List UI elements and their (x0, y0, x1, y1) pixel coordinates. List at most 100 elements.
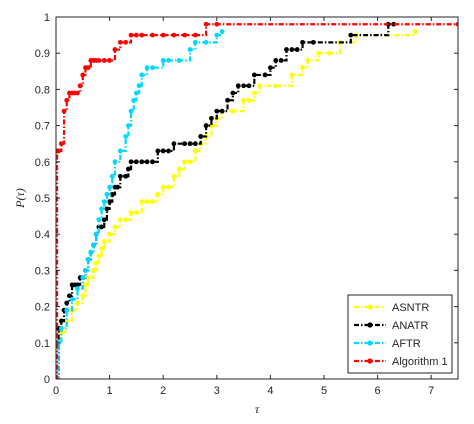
y-tick-label: 0.4 (35, 229, 50, 241)
data-point-asntr (326, 50, 332, 56)
data-point-anatr (241, 83, 247, 89)
data-point-aftr (187, 47, 193, 52)
data-point-algorithm-1 (192, 32, 198, 38)
y-tick-label: 0.3 (35, 265, 50, 277)
data-point-anatr (391, 21, 397, 27)
data-point-anatr (209, 115, 214, 121)
data-point-anatr (203, 123, 209, 128)
data-point-algorithm-1 (61, 108, 67, 114)
data-point-asntr (96, 253, 102, 259)
legend-item-anatr: ANATR (354, 320, 429, 332)
data-point-anatr (67, 293, 72, 299)
data-point-aftr (131, 97, 137, 103)
data-point-anatr (198, 134, 204, 139)
y-axis-label: P(τ) (13, 188, 27, 209)
data-point-anatr (230, 90, 236, 96)
data-point-anatr (246, 83, 252, 89)
data-point-aftr (136, 83, 142, 89)
data-point-asntr (58, 329, 64, 335)
data-point-algorithm-1 (75, 90, 80, 96)
data-point-asntr (209, 123, 214, 128)
data-point-anatr (75, 282, 80, 288)
data-point-anatr (117, 173, 123, 179)
x-tick-label: 2 (160, 385, 166, 397)
legend-label-algorithm-1: Algorithm 1 (392, 356, 448, 368)
data-point-algorithm-1 (64, 97, 70, 103)
data-point-anatr (294, 47, 300, 52)
data-point-algorithm-1 (182, 32, 188, 38)
data-point-anatr (348, 32, 354, 38)
data-point-asntr (64, 318, 70, 324)
data-point-asntr (123, 217, 129, 223)
data-point-aftr (219, 29, 225, 34)
data-point-algorithm-1 (96, 58, 102, 63)
data-point-anatr (171, 141, 177, 147)
data-point-aftr (101, 199, 107, 205)
data-point-asntr (139, 199, 145, 205)
y-tick-label: 0 (44, 374, 50, 386)
data-point-asntr (160, 184, 166, 190)
data-point-anatr (134, 159, 139, 165)
data-point-anatr (187, 141, 193, 147)
data-point-asntr (300, 65, 305, 71)
data-point-aftr (117, 148, 123, 154)
data-point-anatr (128, 159, 134, 165)
data-point-algorithm-1 (160, 32, 166, 38)
data-point-anatr (104, 206, 110, 212)
data-point-aftr (104, 191, 110, 197)
data-point-aftr (125, 123, 131, 128)
data-point-anatr (144, 159, 150, 165)
data-point-asntr (91, 268, 96, 273)
data-point-algorithm-1 (107, 58, 112, 63)
data-point-algorithm-1 (128, 32, 134, 38)
data-point-algorithm-1 (56, 148, 62, 154)
data-point-algorithm-1 (123, 39, 129, 45)
x-tick-label: 5 (321, 385, 327, 397)
data-point-anatr (251, 72, 257, 78)
legend-marker-asntr (367, 304, 373, 310)
data-point-algorithm-1 (214, 21, 220, 27)
data-point-asntr (144, 199, 150, 205)
data-point-aftr (112, 159, 118, 165)
data-point-algorithm-1 (101, 58, 107, 63)
data-point-aftr (88, 249, 94, 255)
legend-item-asntr: ASNTR (354, 302, 429, 314)
data-point-asntr (182, 159, 188, 165)
data-point-anatr (58, 318, 64, 324)
data-point-anatr (284, 47, 289, 52)
data-point-asntr (166, 184, 171, 190)
data-point-anatr (262, 72, 268, 78)
data-point-aftr (150, 65, 155, 71)
data-point-aftr (203, 39, 209, 45)
data-point-anatr (109, 191, 115, 197)
data-point-aftr (144, 65, 150, 71)
data-point-aftr (176, 58, 182, 63)
data-point-anatr (268, 65, 273, 71)
data-point-asntr (155, 191, 161, 197)
x-tick-label: 1 (107, 385, 113, 397)
data-point-aftr (107, 184, 112, 190)
data-point-algorithm-1 (139, 32, 145, 38)
legend-label-anatr: ANATR (392, 320, 429, 332)
legend-label-aftr: AFTR (392, 338, 421, 350)
y-tick-label: 0.5 (35, 193, 50, 205)
data-point-aftr (91, 242, 96, 248)
data-point-asntr (107, 231, 112, 237)
series-algorithm-1 (56, 21, 458, 379)
data-point-asntr (412, 29, 418, 34)
data-point-anatr (278, 58, 284, 63)
y-tick-label: 0.9 (35, 48, 50, 60)
legend-marker-algorithm-1 (367, 358, 373, 364)
data-point-anatr (300, 39, 305, 45)
data-point-aftr (139, 72, 145, 78)
data-point-anatr (150, 159, 155, 165)
data-point-aftr (99, 206, 104, 212)
data-point-aftr (64, 307, 70, 313)
data-point-aftr (85, 257, 91, 262)
data-point-algorithm-1 (203, 21, 209, 27)
data-point-algorithm-1 (455, 21, 458, 27)
data-point-aftr (83, 268, 88, 273)
data-point-anatr (115, 184, 121, 190)
x-tick-label: 0 (53, 385, 59, 397)
series-aftr (56, 29, 225, 379)
